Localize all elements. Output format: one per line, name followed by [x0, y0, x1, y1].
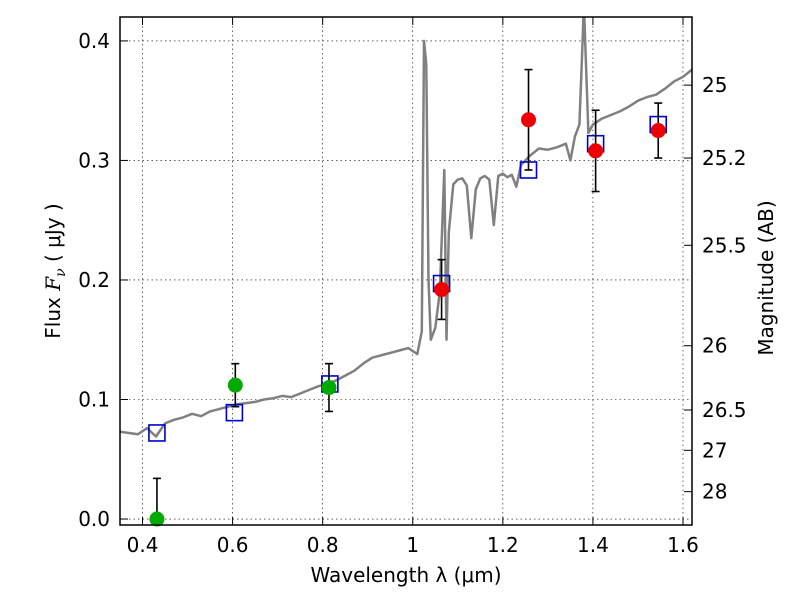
grid	[120, 17, 692, 525]
magnitude-tick-label: 25.2	[702, 146, 747, 170]
photometry-point	[521, 112, 537, 128]
magnitude-tick-label: 27	[702, 438, 727, 462]
photometry-point	[321, 380, 337, 396]
magnitude-tick-label: 28	[702, 480, 727, 504]
photometry-point	[227, 377, 243, 393]
y-tick-label: 0.2	[78, 268, 110, 292]
model-flux-square	[225, 403, 244, 422]
y2-axis-title: Magnitude (AB)	[754, 200, 778, 355]
x-tick-label: 0.8	[307, 533, 339, 557]
x-tick-label: 1	[406, 533, 419, 557]
magnitude-tick-label: 25	[702, 73, 727, 97]
ticks: 0.4 0.6 0.8 1 1.2 1.4 1.6 0.0 0.1 0.2 0.3 0.4 25 25.2…	[78, 17, 747, 557]
x-tick-label: 1.6	[667, 533, 699, 557]
photometry-point	[650, 123, 666, 139]
y-tick-label: 0.0	[78, 507, 110, 531]
photometry-point	[588, 143, 604, 159]
x-tick-label: 1.4	[577, 533, 609, 557]
plot-data	[120, 17, 692, 438]
magnitude-tick-label: 26	[702, 334, 727, 358]
x-tick-label: 0.4	[127, 533, 159, 557]
y-axis-title: Flux Fν ( μJy )	[41, 203, 69, 338]
x-axis-title: Wavelength λ (μm)	[310, 563, 501, 587]
y-tick-label: 0.3	[78, 148, 110, 172]
model-flux-square	[148, 424, 166, 442]
plot-frame	[119, 16, 693, 526]
photometry-point	[149, 511, 165, 527]
x-tick-label: 1.2	[487, 533, 519, 557]
magnitude-tick-label: 26.5	[702, 398, 747, 422]
x-tick-label: 0.6	[217, 533, 249, 557]
magnitude-tick-label: 25.5	[702, 233, 747, 257]
markers	[148, 68, 668, 527]
y-tick-label: 0.1	[78, 387, 110, 411]
template-spectrum-line	[120, 17, 692, 438]
y-tick-label: 0.4	[78, 29, 110, 53]
photometry-point	[434, 282, 450, 298]
